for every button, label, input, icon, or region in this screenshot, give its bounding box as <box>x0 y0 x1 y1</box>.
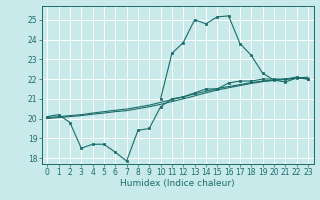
X-axis label: Humidex (Indice chaleur): Humidex (Indice chaleur) <box>120 179 235 188</box>
